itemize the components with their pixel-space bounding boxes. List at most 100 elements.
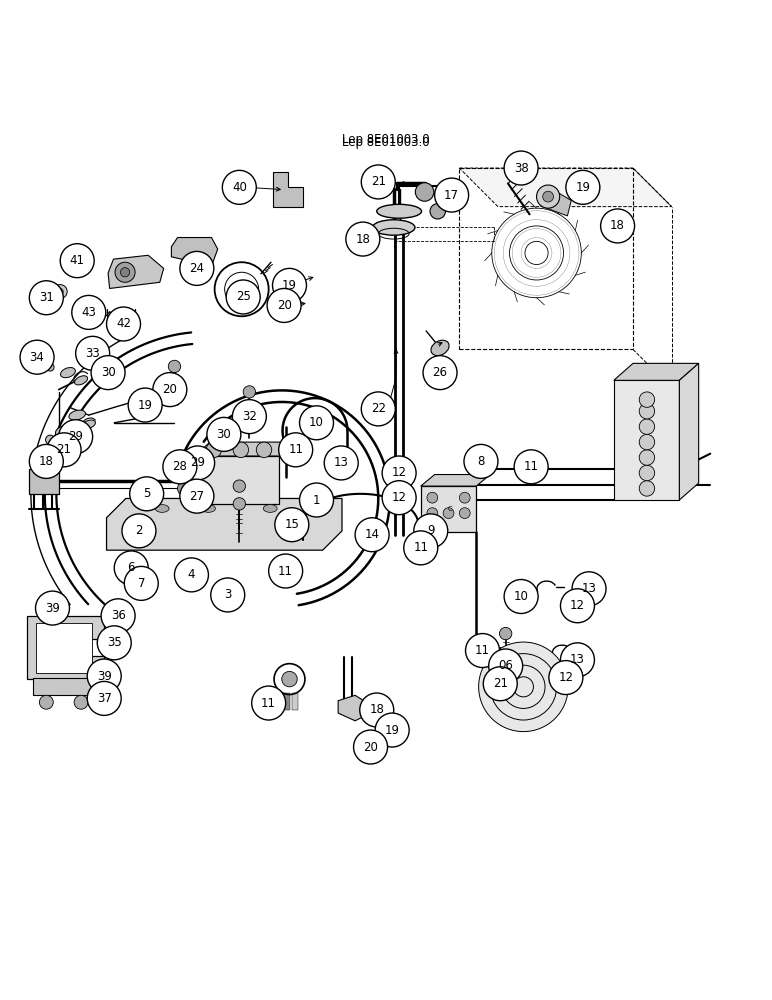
Polygon shape [107,498,342,550]
Circle shape [466,634,499,668]
Text: 2: 2 [135,524,143,537]
Text: 11: 11 [413,541,428,554]
Text: 18: 18 [355,233,371,246]
Ellipse shape [56,426,68,435]
Text: 5: 5 [143,487,151,500]
Text: 06: 06 [498,659,513,672]
Text: 38: 38 [513,162,529,175]
Text: 11: 11 [278,565,293,578]
Bar [276,693,283,710]
Circle shape [59,420,93,454]
Text: 20: 20 [363,741,378,754]
Circle shape [114,551,148,585]
Text: 11: 11 [288,443,303,456]
Text: 11: 11 [261,697,276,710]
Text: 30: 30 [100,366,116,379]
Text: 24: 24 [189,262,205,275]
Circle shape [97,626,131,660]
Text: 20: 20 [162,383,178,396]
Circle shape [464,444,498,478]
Circle shape [226,280,260,314]
Circle shape [273,268,306,302]
Text: 1: 1 [313,493,320,506]
Circle shape [514,450,548,484]
Circle shape [566,170,600,204]
Bar [614,380,679,500]
Bar [33,678,99,695]
Ellipse shape [377,204,422,218]
Circle shape [639,419,655,434]
Text: 7: 7 [137,577,145,590]
Circle shape [120,268,130,277]
Ellipse shape [373,220,415,235]
Circle shape [639,450,655,465]
Text: 12: 12 [391,466,407,479]
Text: 17: 17 [444,189,459,202]
Circle shape [459,492,470,503]
Text: 18: 18 [610,219,625,232]
Bar [459,168,633,349]
Circle shape [382,481,416,515]
Circle shape [300,483,334,517]
Circle shape [49,287,56,293]
Text: 36: 36 [110,609,126,622]
Circle shape [282,671,297,687]
Ellipse shape [82,420,96,429]
Polygon shape [27,616,104,679]
Circle shape [107,307,141,341]
Circle shape [415,183,434,201]
Circle shape [233,442,249,458]
Bar [269,693,275,710]
Circle shape [87,659,121,693]
Text: 19: 19 [282,279,297,292]
Bar [292,693,298,710]
Text: 29: 29 [190,456,205,469]
Text: 26: 26 [432,366,448,379]
Text: 9: 9 [427,524,435,537]
Circle shape [537,185,560,208]
Circle shape [324,446,358,480]
Circle shape [430,204,445,219]
Text: Lep 8E01003.0: Lep 8E01003.0 [342,133,430,146]
Text: 39: 39 [96,670,112,683]
Circle shape [222,170,256,204]
Circle shape [560,589,594,623]
Ellipse shape [263,505,277,512]
Circle shape [232,400,266,434]
Circle shape [499,627,512,640]
Text: 12: 12 [391,491,407,504]
Text: 14: 14 [364,528,380,541]
Text: 12: 12 [558,671,574,684]
Circle shape [128,388,162,422]
Circle shape [560,643,594,677]
Text: 11: 11 [475,644,490,657]
Circle shape [427,492,438,503]
Text: Lep 8E01003.0: Lep 8E01003.0 [342,136,430,149]
Circle shape [180,251,214,285]
Text: 29: 29 [68,430,83,443]
Circle shape [489,649,523,683]
Bar [36,623,92,673]
Circle shape [414,514,448,548]
Ellipse shape [75,376,87,385]
Text: 21: 21 [56,443,72,456]
Text: 13: 13 [334,456,349,469]
Circle shape [639,465,655,481]
Polygon shape [459,168,672,207]
Bar [195,456,279,504]
Polygon shape [614,363,699,380]
Circle shape [46,283,59,297]
Text: 20: 20 [276,299,292,312]
Polygon shape [338,695,367,721]
Circle shape [47,433,81,467]
Circle shape [639,392,655,407]
Circle shape [361,165,395,199]
Text: 4: 4 [188,568,195,581]
Circle shape [233,498,245,510]
Ellipse shape [155,505,169,512]
Text: C: C [448,506,452,512]
Text: 10: 10 [513,590,529,603]
Circle shape [211,578,245,612]
Text: 40: 40 [232,181,247,194]
Circle shape [130,477,164,511]
